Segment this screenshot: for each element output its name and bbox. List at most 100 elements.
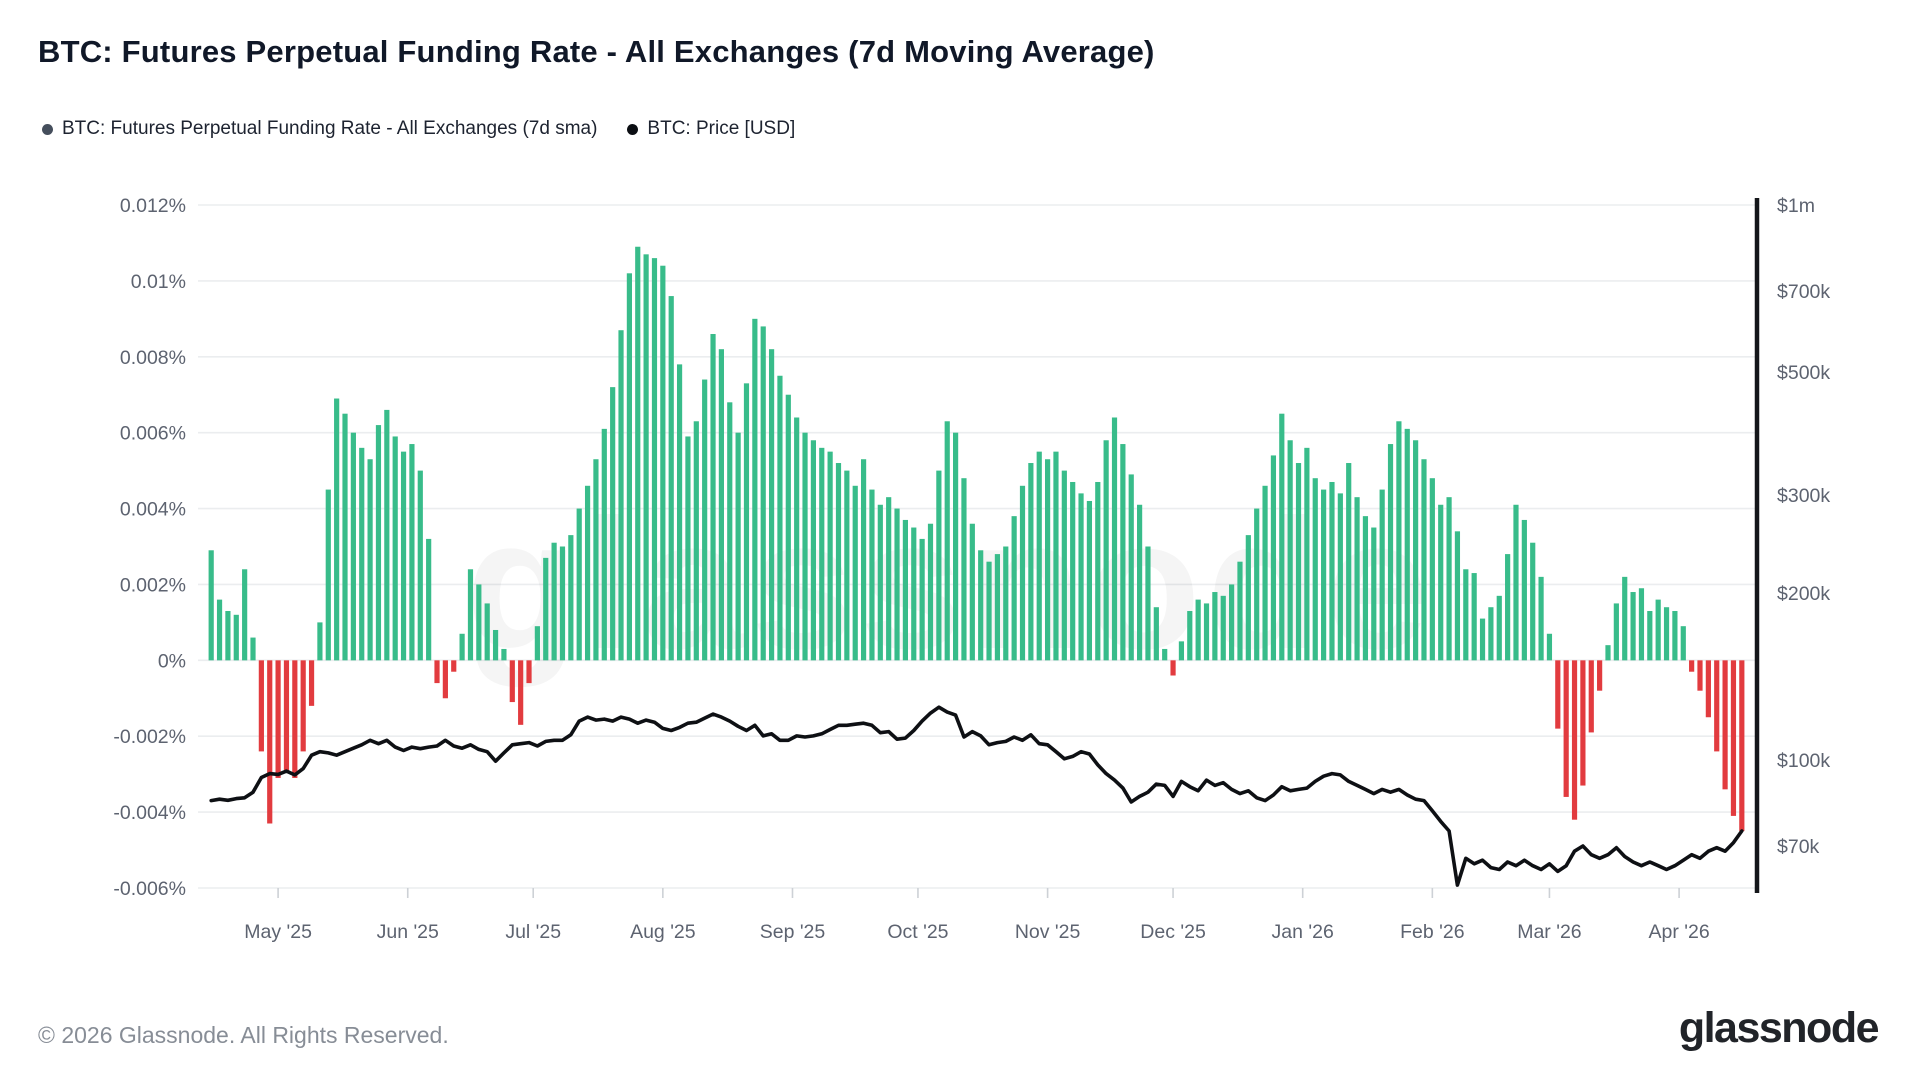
- funding-bar: [1045, 459, 1051, 661]
- x-axis-tick-label: Jul '25: [505, 921, 561, 943]
- funding-bar: [292, 660, 298, 778]
- left-axis-labels: 0.012% 0.01% 0.008% 0.006% 0.004% 0.002% 0% -0.…: [113, 195, 186, 900]
- funding-bar: [1613, 603, 1619, 661]
- funding-bar: [1019, 485, 1026, 661]
- funding-bar: [568, 535, 574, 661]
- funding-bar: [300, 660, 306, 752]
- funding-bar: [827, 451, 833, 661]
- funding-bar: [1086, 500, 1093, 661]
- left-axis-tick-label: 0.012%: [120, 195, 186, 217]
- funding-bar: [777, 375, 783, 661]
- funding-bar: [1061, 470, 1067, 661]
- funding-bar: [551, 542, 557, 661]
- funding-bar: [819, 447, 825, 661]
- price-line: [209, 705, 1744, 887]
- funding-bar: [225, 611, 231, 661]
- funding-bar: [308, 660, 315, 706]
- funding-bar: [1028, 463, 1034, 661]
- funding-bar: [1513, 504, 1519, 661]
- right-axis-labels: $1m $700k $500k $300k $200k $100k $70k: [1777, 195, 1830, 858]
- funding-bar: [1321, 489, 1327, 661]
- funding-bar: [1354, 497, 1360, 661]
- right-axis-tick-label: $1m: [1777, 195, 1815, 217]
- left-axis-tick-label: -0.006%: [113, 878, 186, 900]
- left-axis-tick-label: 0.008%: [120, 347, 186, 369]
- gridlines: [198, 204, 1755, 889]
- legend-item-price[interactable]: BTC: Price [USD]: [627, 118, 795, 140]
- glassnode-logo: glassnode: [1678, 1004, 1880, 1052]
- funding-bar: [1421, 459, 1427, 661]
- funding-bar: [760, 326, 766, 661]
- funding-bar: [442, 660, 448, 699]
- funding-bar: [350, 432, 356, 661]
- funding-bar: [1689, 660, 1695, 672]
- funding-bar: [1655, 599, 1661, 661]
- dot-icon: [42, 123, 53, 135]
- right-axis-tick-label: $100k: [1777, 750, 1830, 772]
- funding-bar: [1346, 463, 1352, 661]
- funding-bar: [1078, 493, 1084, 661]
- funding-bar: [618, 330, 624, 661]
- funding-bar: [986, 561, 992, 661]
- funding-bar: [1170, 660, 1176, 676]
- funding-bar: [367, 459, 373, 661]
- funding-bar: [334, 398, 340, 661]
- funding-bar: [325, 489, 331, 661]
- funding-bar: [492, 629, 499, 661]
- funding-bar: [718, 349, 724, 661]
- funding-bar: [1454, 531, 1461, 661]
- funding-bar: [518, 660, 524, 725]
- funding-bar: [727, 402, 733, 661]
- chart-legend: BTC: Futures Perpetual Funding Rate - Al…: [42, 118, 795, 140]
- left-axis-tick-label: 0.006%: [120, 423, 186, 445]
- funding-bar: [1036, 451, 1042, 661]
- funding-bar: [1387, 444, 1394, 661]
- legend-item-funding-rate[interactable]: BTC: Futures Perpetual Funding Rate - Al…: [42, 118, 597, 140]
- right-axis-tick-label: $300k: [1777, 485, 1830, 507]
- funding-bar: [275, 660, 281, 778]
- funding-bar: [953, 432, 959, 661]
- left-axis-tick-label: 0.002%: [120, 574, 186, 596]
- funding-bar: [1530, 542, 1536, 661]
- funding-bar: [1379, 489, 1385, 661]
- funding-bar: [1705, 660, 1711, 718]
- funding-bar: [400, 451, 407, 661]
- funding-bar: [610, 387, 616, 661]
- funding-bar: [1496, 595, 1502, 661]
- x-axis-tick-label: Feb '26: [1400, 921, 1464, 943]
- funding-bar: [1663, 607, 1670, 661]
- funding-bar: [1003, 546, 1009, 661]
- right-axis-tick-label: $500k: [1777, 362, 1830, 384]
- funding-bar: [317, 622, 323, 661]
- funding-bar: [735, 432, 741, 661]
- funding-bar: [1279, 413, 1285, 661]
- funding-bar: [526, 660, 532, 684]
- funding-bar: [1195, 599, 1201, 661]
- funding-bar: [1588, 660, 1594, 733]
- funding-bar: [1714, 660, 1720, 752]
- x-axis-tick-label: Jun '25: [377, 921, 439, 943]
- left-axis-tick-label: 0.004%: [120, 499, 186, 521]
- funding-bar: [1011, 516, 1017, 661]
- dot-icon: [627, 123, 639, 135]
- funding-bar: [1312, 478, 1318, 661]
- funding-bar: [911, 527, 917, 661]
- funding-bar: [1287, 440, 1293, 661]
- funding-bar: [1546, 633, 1553, 661]
- funding-bar: [1638, 588, 1645, 661]
- funding-bar: [1739, 660, 1745, 832]
- x-axis-tick-label: Dec '25: [1140, 921, 1206, 943]
- funding-bar: [693, 421, 699, 661]
- funding-bar: [1488, 607, 1494, 661]
- funding-bar: [1722, 660, 1728, 790]
- funding-bar: [902, 519, 908, 661]
- funding-bar: [1111, 417, 1118, 661]
- funding-bar: [1203, 603, 1210, 661]
- funding-bar: [1229, 584, 1235, 661]
- funding-bar: [1095, 481, 1101, 661]
- funding-bar: [392, 436, 398, 661]
- funding-bar: [534, 626, 540, 661]
- funding-bar: [1505, 554, 1511, 661]
- funding-bar: [626, 273, 632, 661]
